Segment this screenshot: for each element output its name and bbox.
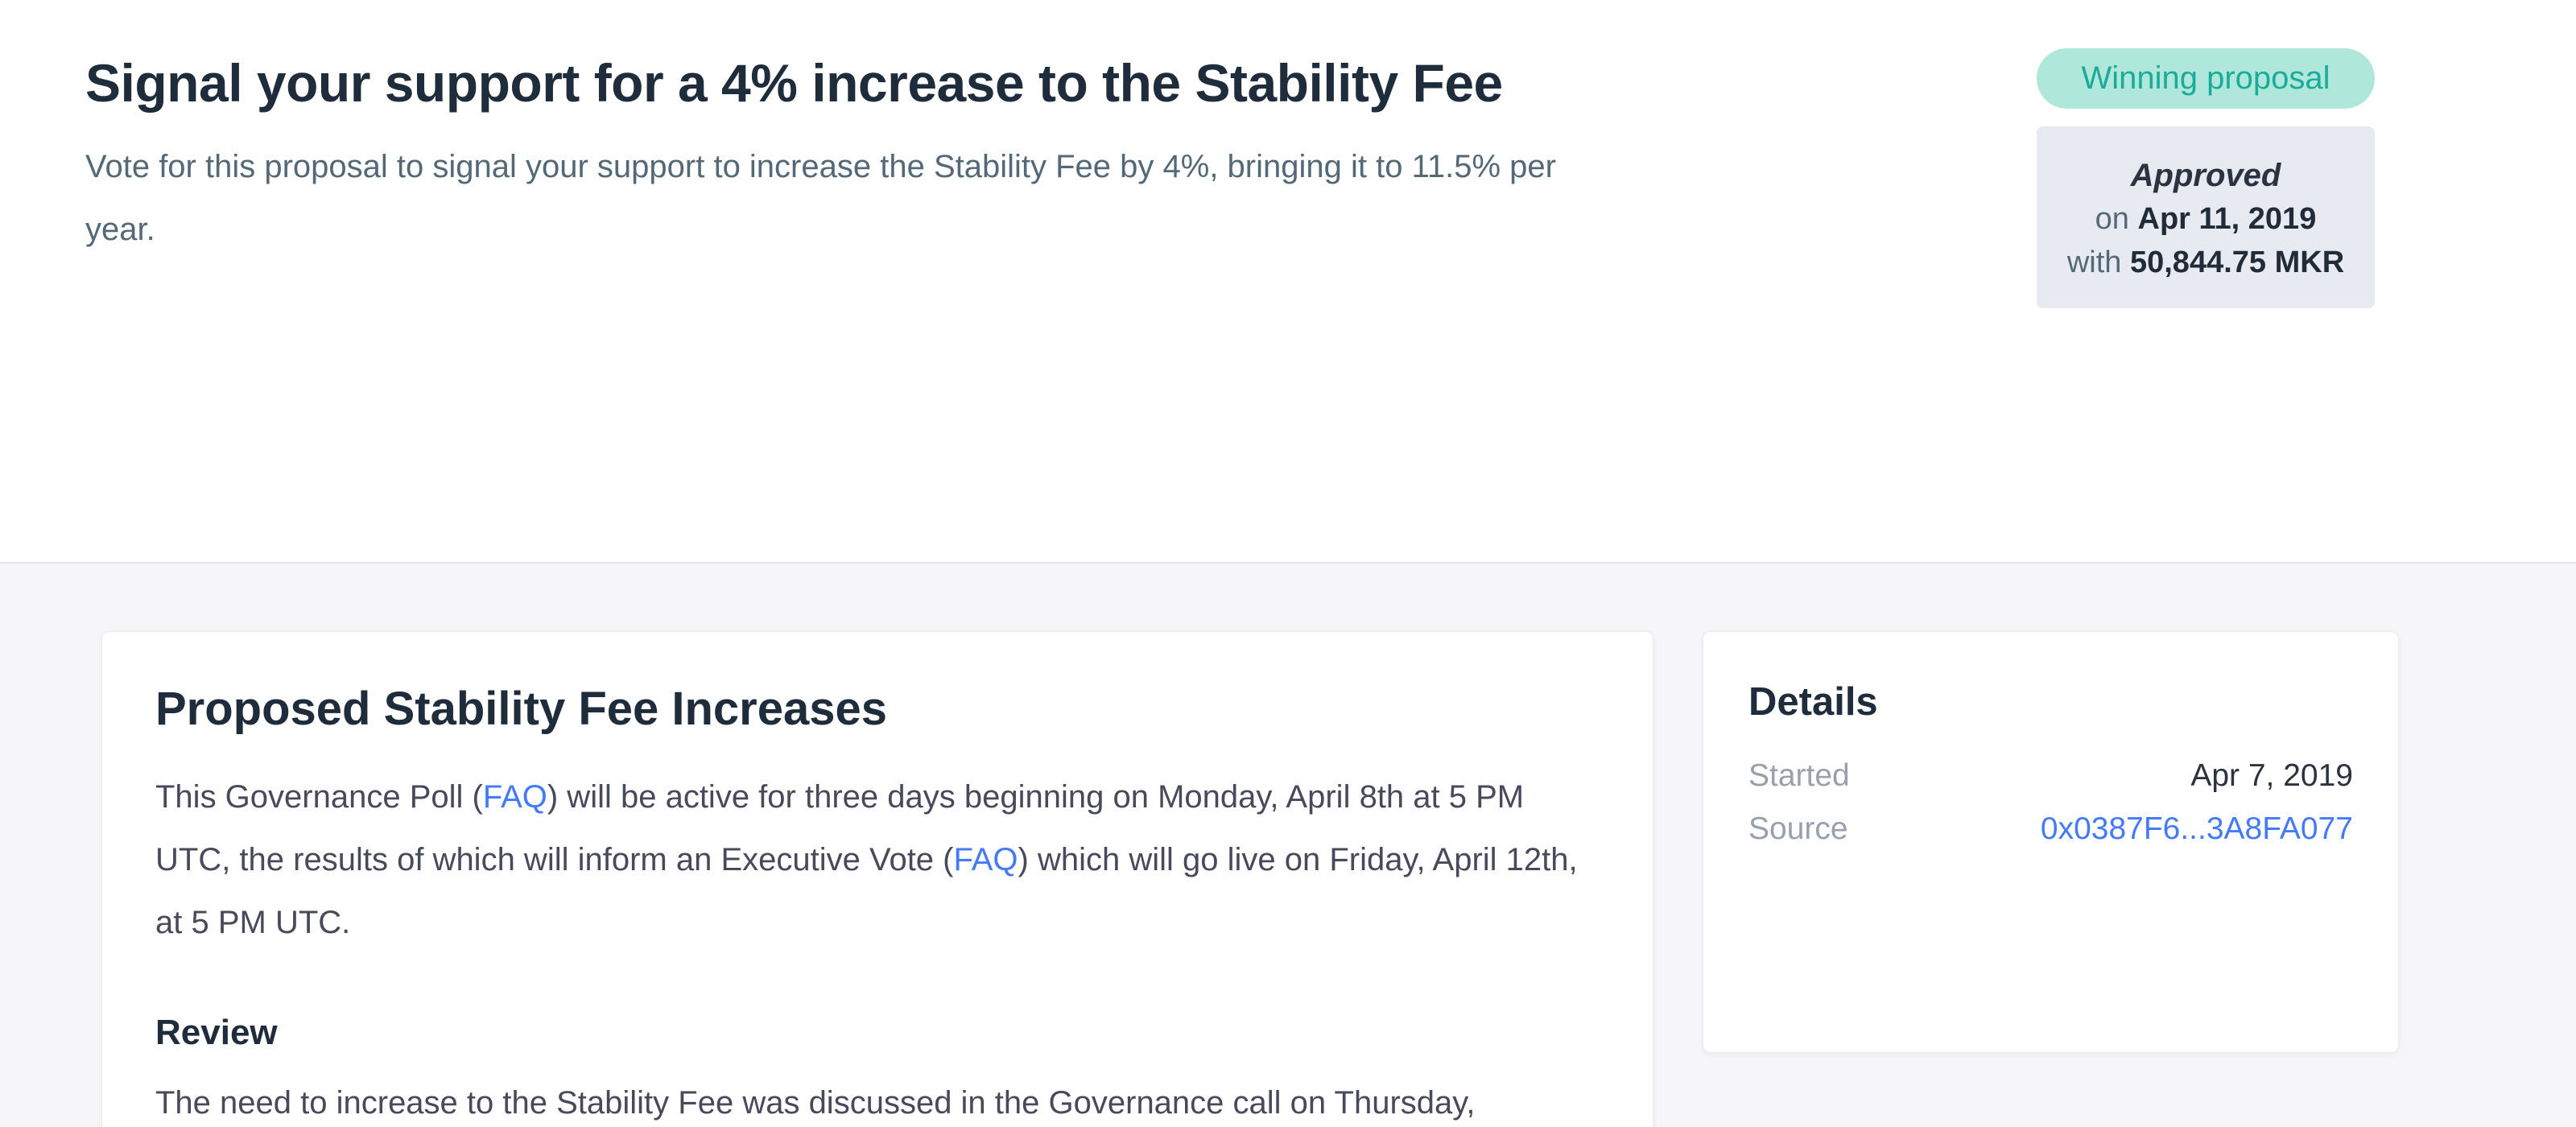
proposal-intro-paragraph: This Governance Poll (FAQ) will be activ… — [155, 766, 1588, 954]
started-label: Started — [1748, 758, 1850, 793]
winning-proposal-badge: Winning proposal — [2037, 48, 2375, 109]
proposal-page-title: Signal your support for a 4% increase to… — [85, 53, 1503, 113]
approval-date: Apr 11, 2019 — [2137, 202, 2317, 236]
detail-row-source: Source 0x0387F6...3A8FA077 — [1748, 803, 2353, 856]
review-paragraph: The need to increase to the Stability Fe… — [155, 1085, 1476, 1121]
detail-row-started: Started Apr 7, 2019 — [1748, 749, 2353, 803]
proposal-hero: Signal your support for a 4% increase to… — [0, 0, 2576, 562]
details-card-title: Details — [1748, 680, 1878, 724]
source-label: Source — [1748, 811, 1848, 846]
proposal-content-section: Proposed Stability Fee Increases This Go… — [0, 562, 2576, 1127]
review-section-heading: Review — [155, 1013, 278, 1052]
faq-link-2[interactable]: FAQ — [953, 842, 1018, 877]
proposal-hero-text: Signal your support for a 4% increase to… — [85, 48, 1558, 261]
source-address-link[interactable]: 0x0387F6...3A8FA077 — [2040, 811, 2353, 846]
started-value: Apr 7, 2019 — [2190, 758, 2353, 793]
details-card: Details Started Apr 7, 2019 Source 0x038… — [1703, 631, 2399, 1053]
approval-summary-box: Approved on Apr 11, 2019 with 50,844.75 … — [2037, 126, 2375, 308]
approval-amount: 50,844.75 MKR — [2129, 246, 2345, 279]
intro-text-part1: This Governance Poll ( — [155, 779, 483, 815]
intro-text-part3: ) which will go live on Friday, April 12… — [155, 842, 1578, 940]
faq-link-1[interactable]: FAQ — [482, 779, 547, 815]
proposal-card-title: Proposed Stability Fee Increases — [155, 683, 888, 735]
proposal-status-panel: Winning proposal Approved on Apr 11, 201… — [2037, 48, 2375, 308]
approval-on-label: on — [2095, 202, 2129, 236]
approval-date-line: on Apr 11, 2019 — [2056, 197, 2355, 241]
proposal-page-subtitle: Vote for this proposal to signal your su… — [85, 149, 1556, 247]
approval-status: Approved — [2130, 158, 2281, 193]
approval-amount-line: with 50,844.75 MKR — [2056, 241, 2355, 284]
proposal-description-card: Proposed Stability Fee Increases This Go… — [101, 631, 1653, 1127]
approval-with-label: with — [2066, 246, 2122, 279]
intro-text-part2: ) will be active for three days beginnin… — [155, 779, 1525, 877]
